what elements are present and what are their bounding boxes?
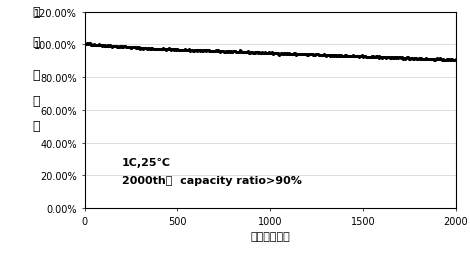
Text: 量: 量 (32, 36, 40, 49)
Text: 率: 率 (32, 120, 40, 133)
Text: 1C,25℃: 1C,25℃ (122, 157, 171, 167)
X-axis label: 循环次数，周: 循环次数，周 (251, 231, 290, 241)
Text: 2000th，  capacity ratio>90%: 2000th， capacity ratio>90% (122, 175, 302, 185)
Text: 容: 容 (32, 6, 40, 19)
Text: 保: 保 (32, 69, 40, 82)
Text: 持: 持 (32, 94, 40, 107)
